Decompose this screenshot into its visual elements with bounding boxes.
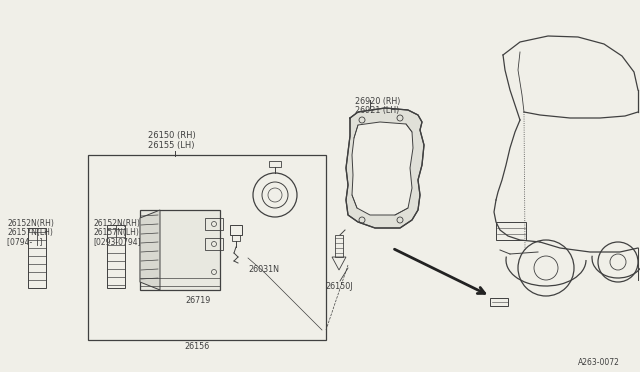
Text: 26152N(RH): 26152N(RH): [7, 219, 54, 228]
Bar: [496, 222, 526, 240]
Text: 26150J: 26150J: [325, 282, 353, 291]
Bar: [88, 155, 326, 340]
Bar: [107, 225, 125, 288]
Text: 26920 (RH): 26920 (RH): [355, 97, 401, 106]
Bar: [205, 218, 223, 230]
Text: A263-0072: A263-0072: [578, 358, 620, 367]
Text: [0293-0794]: [0293-0794]: [93, 237, 141, 246]
Bar: [28, 228, 46, 288]
Bar: [232, 235, 240, 241]
Text: 26150 (RH): 26150 (RH): [148, 131, 196, 140]
Bar: [205, 238, 223, 250]
Polygon shape: [352, 122, 413, 215]
Text: 26156: 26156: [184, 342, 210, 351]
Text: 26155 (LH): 26155 (LH): [148, 141, 195, 150]
Bar: [269, 161, 281, 167]
Text: 26719: 26719: [185, 296, 211, 305]
Text: 26157N(LH): 26157N(LH): [93, 228, 139, 237]
Bar: [230, 225, 242, 235]
Text: 26152N(RH): 26152N(RH): [93, 219, 140, 228]
Text: 26921 (LH): 26921 (LH): [355, 106, 399, 115]
Polygon shape: [140, 210, 160, 290]
Text: 26157N(LH): 26157N(LH): [7, 228, 53, 237]
Bar: [490, 298, 508, 306]
Bar: [140, 210, 220, 290]
Text: 26031N: 26031N: [248, 265, 279, 274]
Text: [0794-   ]: [0794- ]: [7, 237, 42, 246]
Bar: [335, 235, 343, 257]
Polygon shape: [346, 108, 424, 228]
